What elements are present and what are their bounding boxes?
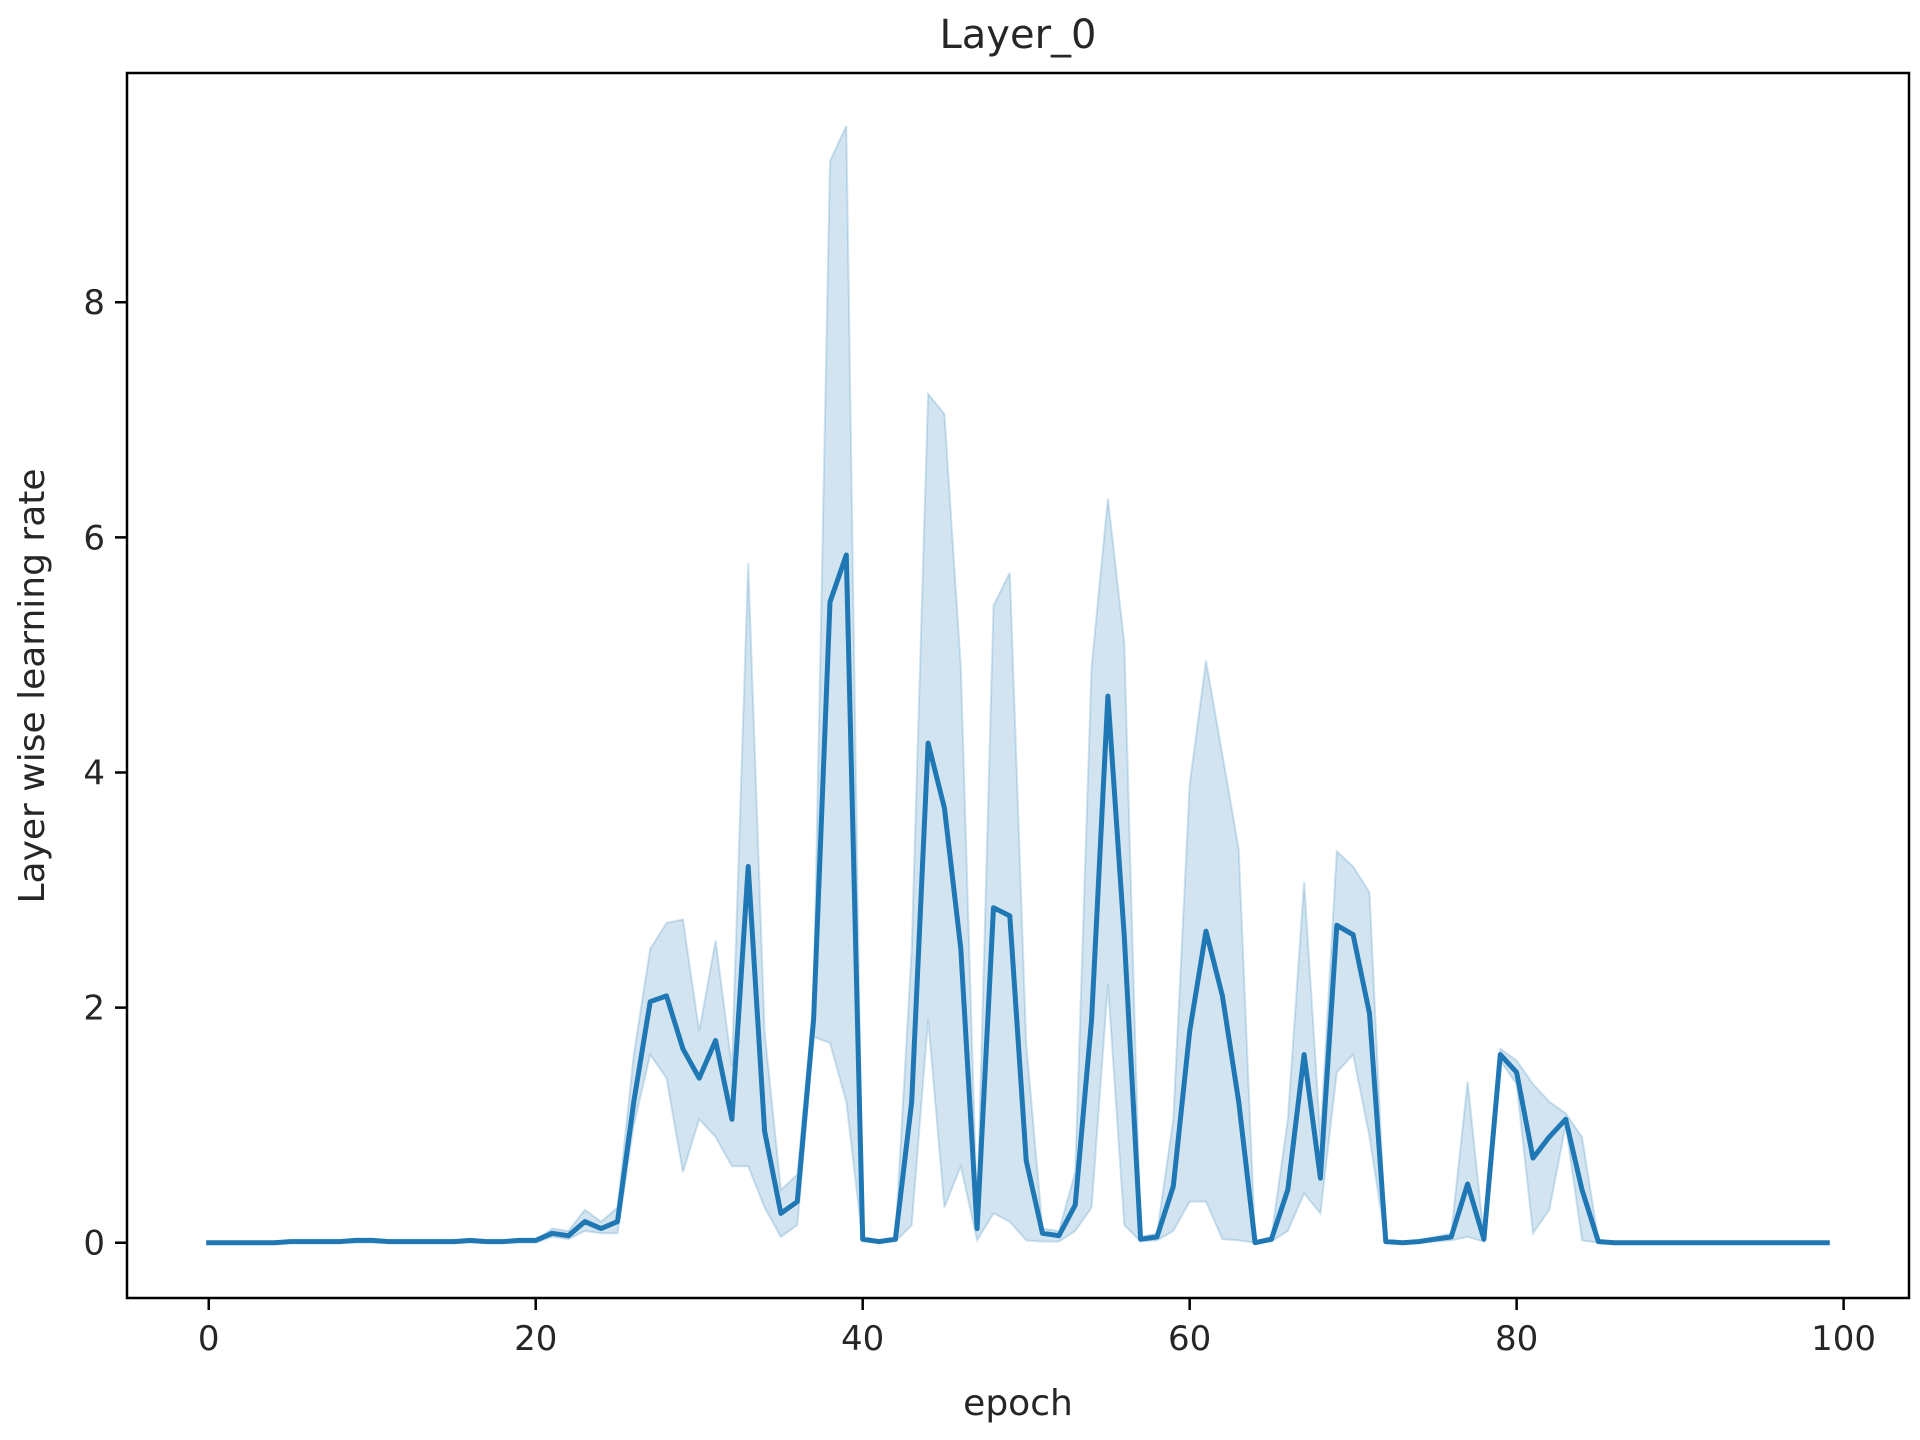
y-tick-label: 8 [83,283,105,323]
x-tick-label: 60 [1168,1319,1211,1359]
x-axis-label: epoch [963,1383,1073,1424]
y-axis-label: Layer wise learning rate [12,468,53,903]
chart-title: Layer_0 [940,12,1097,58]
x-tick-label: 40 [841,1319,884,1359]
x-axis: 0 20 40 60 80 100 [198,1298,1876,1359]
y-tick-label: 4 [83,753,105,793]
y-axis: 0 2 4 6 8 [83,283,127,1264]
x-tick-label: 100 [1811,1319,1876,1359]
plot-frame [125,71,1911,1300]
x-tick-label: 20 [514,1319,557,1359]
y-tick-label: 2 [83,989,105,1029]
y-tick-label: 0 [83,1224,105,1264]
y-tick-label: 6 [83,518,105,558]
x-tick-label: 0 [198,1319,220,1359]
plot-area [206,125,1830,1246]
x-tick-label: 80 [1495,1319,1538,1359]
series-line [206,552,1830,1246]
